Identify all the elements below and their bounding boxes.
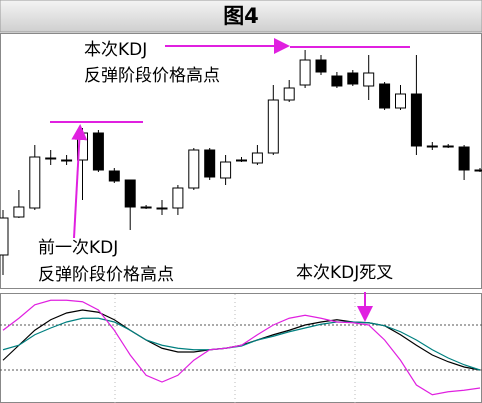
kdj-panel (0, 293, 482, 403)
candle-body (379, 83, 391, 109)
annotation: 本次KDJ (84, 40, 147, 60)
candle-body (347, 72, 359, 85)
candle-body (220, 161, 232, 179)
title: 图4 (223, 4, 259, 28)
arrow (71, 124, 88, 239)
candle-body (251, 152, 263, 164)
candle-body (267, 99, 279, 154)
candle-body (156, 207, 168, 210)
candle-body (331, 75, 343, 87)
kdj-line (2, 299, 481, 396)
annotation: 本次KDJ死叉 (296, 263, 393, 283)
candle-body (0, 217, 9, 256)
candle-body (140, 206, 152, 209)
title-bar (0, 0, 482, 33)
candle-body (283, 87, 295, 101)
candle-body (315, 59, 327, 73)
candle-body (204, 149, 216, 178)
candle-body (92, 132, 104, 171)
candle-body (410, 93, 422, 147)
candle-body (61, 159, 73, 162)
candle-body (172, 187, 184, 209)
annotation: 反弹阶段价格高点 (84, 66, 220, 86)
candle-body (474, 169, 482, 172)
candle-body (442, 145, 454, 148)
annotation: 反弹阶段价格高点 (38, 265, 174, 285)
arrows (50, 38, 410, 322)
candle-body (13, 206, 25, 218)
candle-body (299, 59, 311, 86)
candle-body (395, 93, 406, 109)
candle-body (124, 179, 136, 208)
candle-body (45, 157, 57, 160)
annotation: 前一次KDJ (38, 238, 118, 258)
candle-body (363, 72, 375, 87)
kdj-line (2, 317, 481, 371)
candle-body (458, 146, 470, 171)
candle-body (29, 156, 41, 209)
candle-body (236, 159, 247, 162)
candle-body (188, 149, 200, 189)
candle-body (426, 145, 438, 148)
candle-body (108, 170, 120, 182)
kdj-lines (0, 299, 482, 396)
